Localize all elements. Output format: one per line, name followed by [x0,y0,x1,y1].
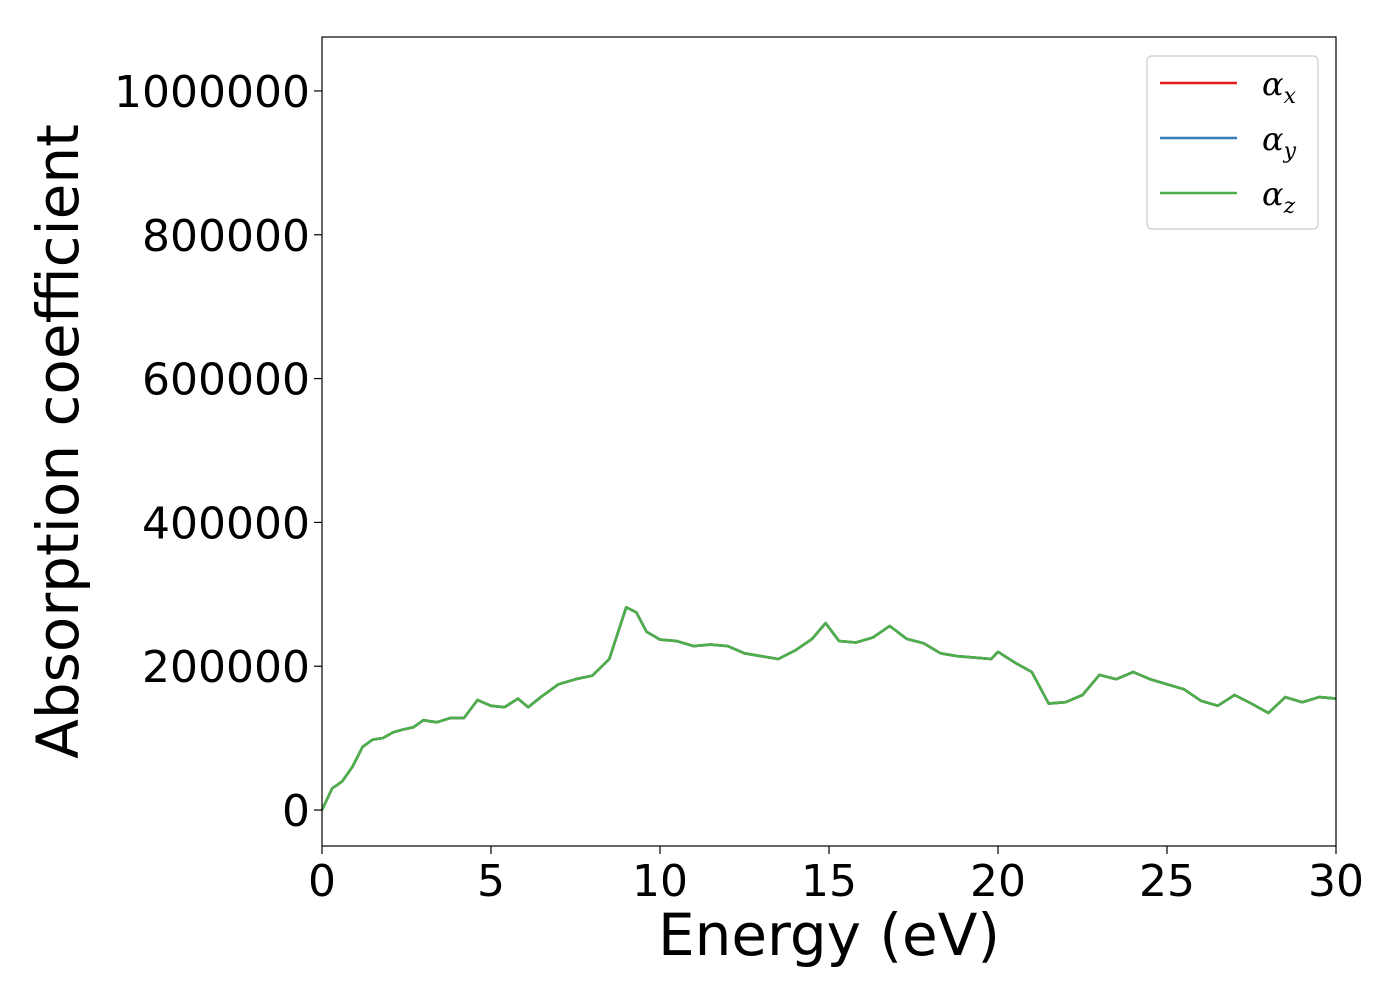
y-tick-label: 1000000 [114,67,310,118]
series-line-1 [320,606,1337,811]
y-tick-label: 400000 [142,498,310,549]
y-axis-title: Absorption coefficient [24,124,92,759]
x-tick-label: 0 [308,856,336,907]
legend: αx αy αz [1146,55,1319,230]
x-tick-label: 30 [1308,856,1364,907]
series-line-2 [320,606,1337,811]
y-tick-label: 0 [282,786,310,837]
y-tick-label: 800000 [142,211,310,262]
x-tick-label: 15 [801,856,857,907]
x-axis: 0 5 10 15 20 25 30 [308,846,1364,907]
y-tick-label: 600000 [142,355,310,406]
x-tick-label: 5 [477,856,505,907]
series-layer [320,606,1337,811]
x-tick-label: 25 [1139,856,1195,907]
legend-label: αz [1262,175,1296,219]
x-tick-label: 20 [970,856,1026,907]
y-tick-label: 200000 [142,642,310,693]
x-tick-label: 10 [632,856,688,907]
x-axis-title: Energy (eV) [658,901,1000,969]
y-axis: 0 200000 400000 600000 800000 1000000 [114,67,322,837]
legend-box [1146,55,1319,230]
legend-label: αx [1262,65,1297,109]
series-line-3 [320,606,1337,811]
legend-label: αy [1262,120,1297,164]
